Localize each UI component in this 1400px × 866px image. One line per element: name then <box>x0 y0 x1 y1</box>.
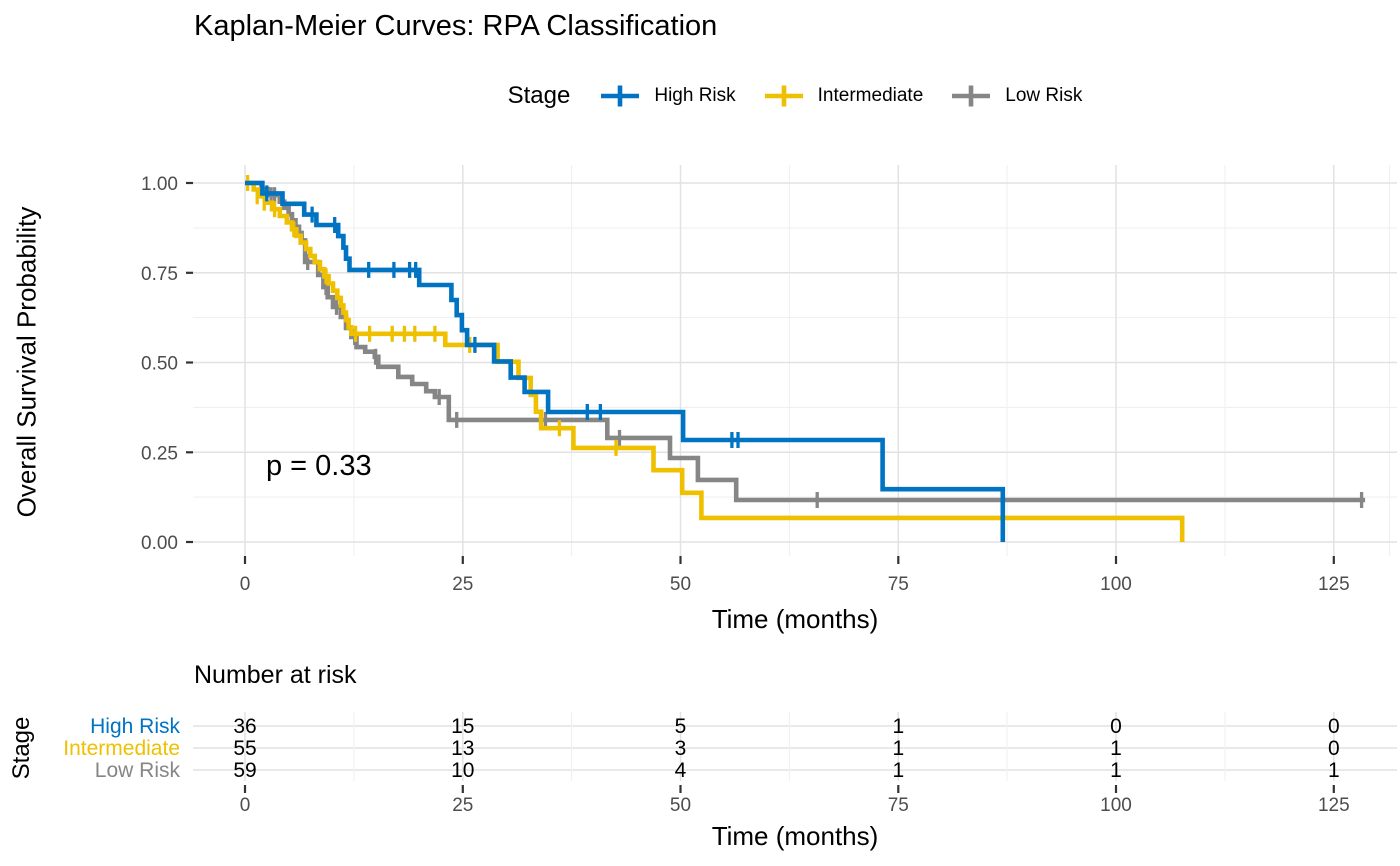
y-tick-label: 0.25 <box>141 443 178 464</box>
x-tick-label: 50 <box>670 574 691 595</box>
risk-count: 10 <box>451 759 474 782</box>
km-curve-low-risk <box>245 180 1366 503</box>
risk-count: 1 <box>1110 737 1122 760</box>
y-tick-label: 0.50 <box>141 354 178 375</box>
legend-entry-low-risk: Low Risk <box>949 83 1082 109</box>
legend-entry-intermediate: Intermediate <box>762 83 924 109</box>
risk-x-tick-label: 100 <box>1100 795 1132 816</box>
risk-count: 5 <box>675 715 687 738</box>
censor-plus-icon <box>601 85 640 107</box>
legend-label-high-risk: High Risk <box>654 85 736 106</box>
risk-count: 1 <box>892 715 904 738</box>
y-tick-label: 0.75 <box>141 264 178 285</box>
legend: Stage High Risk Intermediate Low Risk <box>193 82 1397 110</box>
risk-count: 1 <box>1328 759 1340 782</box>
risk-count: 59 <box>233 759 256 782</box>
risk-count: 4 <box>675 759 687 782</box>
risk-count: 36 <box>233 715 256 738</box>
risk-count: 0 <box>1110 715 1122 738</box>
x-tick-label: 100 <box>1100 574 1132 595</box>
risk-x-tick-label: 50 <box>670 795 691 816</box>
x-axis-title: Time (months) <box>711 604 879 634</box>
risk-count: 55 <box>233 737 256 760</box>
p-value-annotation: p = 0.33 <box>266 450 372 482</box>
legend-label-low-risk: Low Risk <box>1005 85 1083 106</box>
risk-count: 0 <box>1328 715 1340 738</box>
y-tick-label: 1.00 <box>141 174 178 195</box>
x-tick-label: 75 <box>888 574 909 595</box>
x-tick-label: 25 <box>452 574 473 595</box>
y-axis-title: Overall Survival Probability <box>11 206 42 518</box>
risk-count: 3 <box>675 737 687 760</box>
risk-count: 1 <box>892 737 904 760</box>
km-curve-intermediate <box>245 180 1185 542</box>
risk-x-tick-label: 0 <box>240 795 251 816</box>
risk-table-x-axis-title: Time (months) <box>711 821 879 851</box>
risk-x-tick-label: 125 <box>1318 795 1350 816</box>
legend-entry-high-risk: High Risk <box>598 83 736 109</box>
chart-title: Kaplan-Meier Curves: RPA Classification <box>194 10 718 42</box>
x-tick-label: 125 <box>1318 574 1350 595</box>
risk-count: 1 <box>892 759 904 782</box>
risk-count: 1 <box>1110 759 1122 782</box>
risk-x-tick-label: 25 <box>452 795 473 816</box>
y-tick-label: 0.00 <box>141 533 178 554</box>
censor-plus-icon <box>952 85 991 107</box>
risk-row-label-low-risk: Low Risk <box>95 759 181 782</box>
censor-plus-icon <box>764 85 803 107</box>
risk-row-label-high-risk: High Risk <box>90 715 180 738</box>
risk-table-title: Number at risk <box>194 661 357 689</box>
legend-title: Stage <box>507 82 571 109</box>
risk-x-tick-label: 75 <box>888 795 909 816</box>
legend-label-intermediate: Intermediate <box>817 85 924 106</box>
risk-row-label-intermediate: Intermediate <box>63 737 180 760</box>
risk-table-group-axis-label: Stage <box>8 716 35 780</box>
x-tick-label: 0 <box>240 574 251 595</box>
risk-count: 0 <box>1328 737 1340 760</box>
risk-count: 13 <box>451 737 474 760</box>
risk-count: 15 <box>451 715 474 738</box>
